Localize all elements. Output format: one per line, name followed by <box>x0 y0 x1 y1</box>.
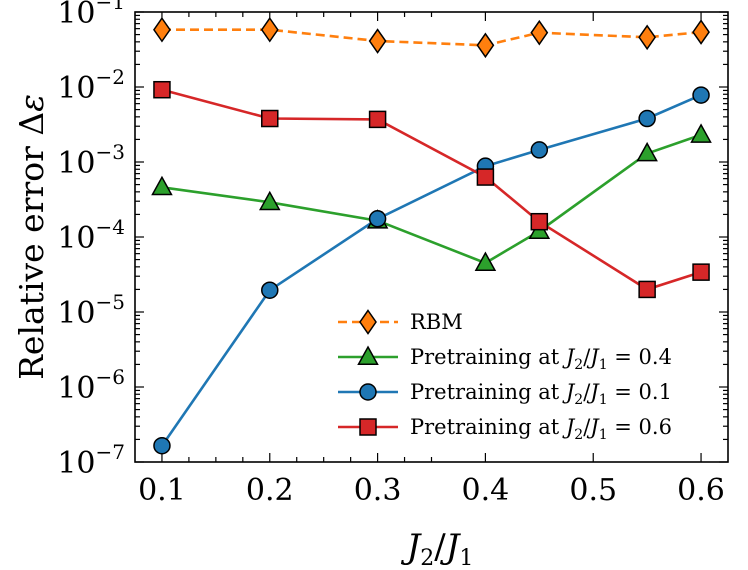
data-point-circle <box>638 109 656 128</box>
ticks-layer <box>135 11 728 463</box>
y-tick-label: 10−7 <box>57 440 125 481</box>
data-point-square <box>368 110 387 129</box>
legend: RBM Pretraining at J2/J1 = 0.4 Pretraining… <box>338 309 672 443</box>
data-point-circle <box>153 436 171 455</box>
y-tick-label: 10−5 <box>57 290 125 331</box>
data-point-square <box>692 263 710 281</box>
data-point-triangle <box>474 251 497 271</box>
legend-marker-square <box>359 418 377 436</box>
y-tick-label: 10−4 <box>57 215 125 256</box>
legend-marker-diamond <box>359 309 377 335</box>
data-point-circle <box>692 86 710 104</box>
data-point-square <box>638 280 656 299</box>
data-point-diamond <box>368 28 387 54</box>
series-line-square <box>161 88 702 291</box>
x-tick-label: 0.4 <box>462 473 510 508</box>
x-tick-label: 0.5 <box>569 473 617 508</box>
x-tick-label: 0.1 <box>138 473 186 508</box>
y-axis-label: Relative error Δε <box>12 94 51 380</box>
legend-label-diamond: RBM <box>410 310 463 334</box>
data-point-square <box>476 168 495 186</box>
data-point-diamond <box>530 19 549 46</box>
data-point-diamond <box>260 16 279 43</box>
x-tick-label: 0.6 <box>677 473 725 508</box>
x-tick-label: 0.2 <box>246 473 294 508</box>
series-markers <box>151 16 712 455</box>
x-tick-label: 0.3 <box>354 473 402 508</box>
tick-labels: 0.1 0.2 0.3 0.4 0.5 0.6 10−7 10−6 10−5 10−4 10−3 10… <box>57 0 725 508</box>
data-point-triangle <box>259 190 281 211</box>
data-point-circle <box>368 210 387 228</box>
data-point-diamond <box>153 16 171 43</box>
legend-label-square: Pretraining at J2/J1 = 0.6 <box>410 415 672 443</box>
data-point-square <box>530 212 549 231</box>
y-tick-label: 10−3 <box>57 140 125 181</box>
data-point-diamond <box>476 32 495 59</box>
legend-label-triangle: Pretraining at J2/J1 = 0.4 <box>410 345 672 373</box>
data-point-triangle <box>690 123 712 143</box>
legend-label-circle: Pretraining at J2/J1 = 0.1 <box>410 380 672 408</box>
y-tick-label: 10−6 <box>57 365 125 406</box>
legend-marker-triangle <box>357 345 379 365</box>
data-point-circle <box>261 281 279 299</box>
y-tick-label: 10−2 <box>57 65 125 106</box>
plot-frame <box>134 11 729 463</box>
series-line-diamond <box>162 28 702 47</box>
data-point-triangle <box>636 141 658 162</box>
data-point-circle <box>530 141 549 159</box>
x-axis-label: J2/J1 <box>401 527 474 570</box>
data-point-square <box>261 109 279 128</box>
series-line-triangle <box>161 133 702 265</box>
y-tick-label: 10−1 <box>57 0 125 31</box>
data-point-diamond <box>638 24 657 51</box>
legend-marker-circle <box>359 383 377 401</box>
data-point-square <box>153 80 171 99</box>
data-point-diamond <box>692 19 710 45</box>
data-point-triangle <box>151 175 173 196</box>
